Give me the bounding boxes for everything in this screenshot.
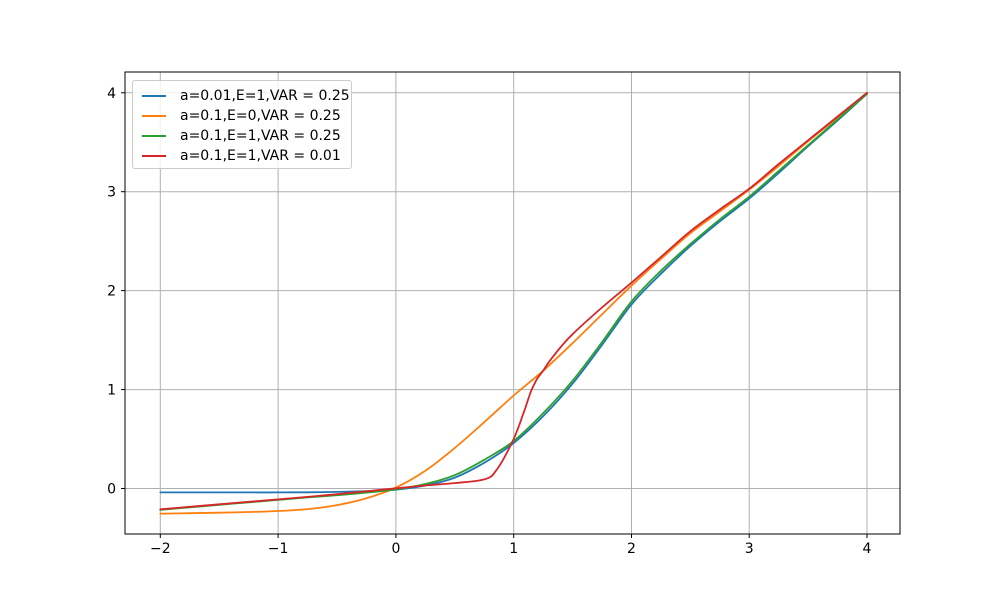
x-tick-label: 2 [627,541,636,557]
legend-label-blue: a=0.01,E=1,VAR = 0.25 [180,88,350,104]
legend-swatch-orange [142,114,166,118]
legend-item-blue: a=0.01,E=1,VAR = 0.25 [138,86,351,106]
x-tick-label: 3 [745,541,754,557]
x-tick-label: 0 [391,541,400,557]
x-tick-label: 1 [509,541,518,557]
series-line-red [159,91,868,511]
legend-label-orange: a=0.1,E=0,VAR = 0.25 [180,108,341,124]
y-tick-label: 0 [107,482,116,498]
y-tick-label: 4 [107,86,116,102]
legend: a=0.01,E=1,VAR = 0.25 a=0.1,E=0,VAR = 0.… [132,80,352,169]
x-tick-label: 4 [863,541,872,557]
y-tick-label: 1 [107,383,116,399]
legend-swatch-green [142,134,166,138]
legend-label-red: a=0.1,E=1,VAR = 0.01 [180,148,341,164]
y-tick-label: 3 [107,185,116,201]
y-tick-label: 2 [107,284,116,300]
legend-item-green: a=0.1,E=1,VAR = 0.25 [138,126,351,146]
legend-swatch-red [142,154,166,158]
x-tick-label: −1 [268,541,289,557]
legend-item-red: a=0.1,E=1,VAR = 0.01 [138,146,351,166]
x-tick-label: −2 [150,541,171,557]
legend-item-orange: a=0.1,E=0,VAR = 0.25 [138,106,351,126]
legend-label-green: a=0.1,E=1,VAR = 0.25 [180,128,341,144]
series-line-blue [159,92,868,494]
axes-frame [124,71,901,535]
legend-swatch-blue [142,94,166,98]
